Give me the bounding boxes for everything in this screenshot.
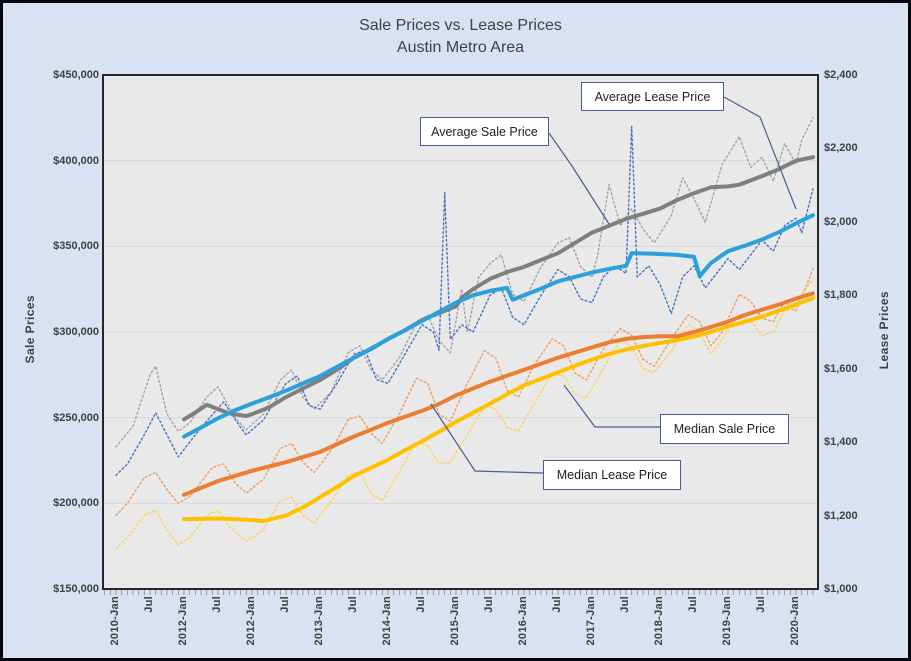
left-axis-tick-label: $250,000 <box>53 411 99 424</box>
x-axis-tick-label: Jul <box>755 596 767 613</box>
x-axis-tick-label: Jul <box>619 596 631 613</box>
left-axis-tick-label: $150,000 <box>53 583 99 595</box>
leader-median-sale-price <box>563 384 660 428</box>
callout-median-lease-price: Median Lease Price <box>543 460 681 490</box>
x-axis-tick-label: Jul <box>483 596 495 613</box>
x-axis-tick-label: 2014-Jan <box>381 596 393 646</box>
x-axis-tick-label: 2018-Jan <box>653 596 665 646</box>
x-axis-tick-label: Jul <box>687 596 699 613</box>
right-axis-tick-label: $1,600 <box>824 362 858 375</box>
series-median_lease_ma <box>182 296 815 524</box>
callout-label: Average Lease Price <box>594 89 711 104</box>
chart-subtitle: Austin Metro Area <box>396 39 525 56</box>
x-axis-tick-label: Jul <box>347 596 359 613</box>
x-axis-tick-label: 2016-Jan <box>517 596 529 646</box>
callout-label: Average Sale Price <box>431 124 538 139</box>
x-axis-tick-label: 2020-Jan <box>789 596 801 646</box>
left-axis-tick-label: $300,000 <box>53 326 99 338</box>
x-axis-tick-label: Jul <box>143 596 155 613</box>
right-axis-tick-label: $2,200 <box>824 142 858 155</box>
left-axis-tick-label: $400,000 <box>53 154 99 167</box>
x-axis-tick-label: Jul <box>551 596 563 613</box>
callout-median-sale-price: Median Sale Price <box>660 414 789 444</box>
x-axis-tick-label: Jul <box>279 596 291 613</box>
leader-average-sale-price <box>548 132 610 225</box>
callout-label: Median Sale Price <box>673 422 776 436</box>
series-avg_lease_raw <box>115 125 814 476</box>
x-axis-tick-label: 2019-Jan <box>721 596 733 646</box>
plot-svg <box>102 74 819 595</box>
x-axis-tick-label: Jul <box>415 596 427 613</box>
left-axis-tick-label: $200,000 <box>53 497 99 510</box>
x-axis-tick-label: 2017-Jan <box>585 596 597 646</box>
left-axis-tick-label: $350,000 <box>53 240 99 253</box>
x-axis-tick-label: 2015-Jan <box>449 596 461 646</box>
series-median_sale_ma <box>182 291 815 497</box>
left-axis-tick-label: $450,000 <box>53 69 99 81</box>
x-axis-tick-label: 2012-Jan <box>177 596 189 646</box>
chart-title-block: Sale Prices vs. Lease Prices Austin Metr… <box>103 15 818 59</box>
series-avg_sale_ma <box>182 155 815 422</box>
series-median_sale_raw <box>115 267 814 516</box>
series-median_lease_raw <box>115 278 814 550</box>
callout-leaders-group <box>430 96 797 474</box>
right-axis-tick-label: $2,000 <box>824 215 858 228</box>
chart-title: Sale Prices vs. Lease Prices <box>359 17 562 34</box>
right-axis-tick-label: $1,200 <box>824 509 858 522</box>
leader-average-lease-price <box>723 96 797 210</box>
callout-average-lease-price: Average Lease Price <box>581 82 724 111</box>
x-axis-tick-label: 2012-Jan <box>245 596 257 646</box>
right-axis-tick-label: $1,000 <box>824 583 858 595</box>
x-axis-tick-label: Jul <box>211 596 223 613</box>
right-axis-tick-label: $1,800 <box>824 289 858 302</box>
leader-median-lease-price <box>430 403 544 474</box>
x-axis-tick-label: 2013-Jan <box>313 596 325 646</box>
series-lines-group <box>115 117 815 550</box>
series-avg_sale_raw <box>115 117 814 448</box>
series-avg_lease_ma <box>182 213 815 439</box>
callout-label: Median Lease Price <box>556 468 668 482</box>
right-axis-tick-label: $1,400 <box>824 436 858 449</box>
gridlines-group <box>104 160 817 504</box>
callout-average-sale-price: Average Sale Price <box>420 117 549 146</box>
x-axis-minor-ticks <box>104 590 814 595</box>
x-axis-tick-label: 2010-Jan <box>109 596 121 646</box>
right-axis-tick-label: $2,400 <box>824 69 858 81</box>
